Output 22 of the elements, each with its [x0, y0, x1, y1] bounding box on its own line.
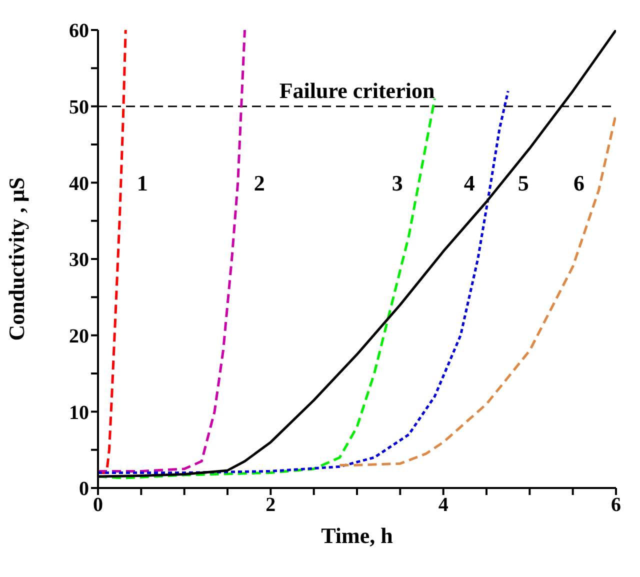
- ref-line-label: Failure criterion: [279, 78, 435, 103]
- x-tick-label: 4: [438, 494, 448, 516]
- series-label: 4: [464, 170, 475, 196]
- y-tick-label: 30: [69, 249, 89, 272]
- series-label: 5: [518, 170, 529, 196]
- series-label: 2: [254, 170, 265, 196]
- y-tick-label: 10: [69, 402, 89, 424]
- y-tick-label: 60: [69, 20, 89, 42]
- x-tick-label: 2: [266, 494, 276, 516]
- series-label: 1: [136, 170, 148, 196]
- line-series: [98, 97, 436, 480]
- x-tick-label: 6: [611, 494, 621, 516]
- y-tick-label: 0: [79, 478, 89, 500]
- series-label: 6: [573, 170, 584, 196]
- x-axis-title: Time, h: [321, 523, 393, 548]
- y-tick-label: 20: [69, 325, 89, 348]
- y-tick-label: 40: [69, 172, 89, 195]
- y-tick-label: 50: [69, 96, 89, 118]
- line-series: [98, 30, 246, 472]
- x-tick-label: 0: [93, 494, 103, 516]
- series-label: 3: [392, 170, 403, 196]
- y-axis-title: Conductivity , μS: [4, 177, 29, 341]
